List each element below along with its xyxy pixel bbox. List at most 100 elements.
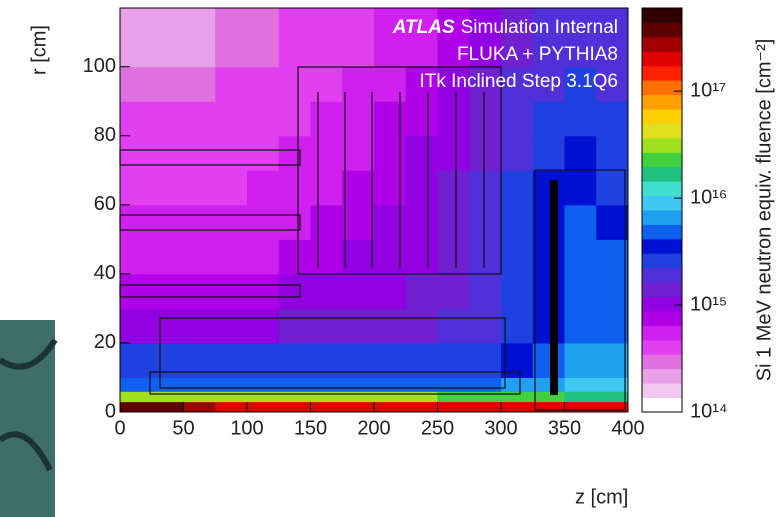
colorbar-swatch: [642, 238, 682, 254]
heatmap-cell: [469, 239, 502, 275]
colorbar-swatch: [642, 224, 682, 240]
heatmap: [120, 8, 629, 413]
heatmap-cell: [596, 273, 629, 309]
heatmap-cell: [469, 170, 502, 206]
heatmap-cell: [437, 273, 470, 309]
heatmap-cell: [437, 239, 470, 275]
colorbar-swatch: [642, 368, 682, 384]
heatmap-cell: [564, 377, 597, 392]
heatmap-cell: [564, 342, 597, 378]
heatmap-cell: [310, 273, 343, 309]
heatmap-cell: [278, 101, 311, 137]
colorbar-swatch: [642, 253, 682, 269]
heatmap-cell: [405, 101, 438, 137]
heatmap-cell: [215, 391, 248, 403]
heatmap-cell: [310, 204, 343, 240]
heatmap-cell: [405, 377, 438, 392]
heatmap-cell: [469, 66, 502, 102]
heatmap-cell: [215, 401, 248, 413]
heatmap-cell: [374, 170, 407, 206]
heatmap-cell: [564, 135, 597, 171]
heatmap-cell: [437, 308, 470, 344]
heatmap-cell: [596, 204, 629, 240]
annotation: Simulation Internal: [461, 17, 618, 38]
heatmap-cell: [596, 66, 629, 102]
heatmap-cell: [247, 66, 280, 102]
heatmap-cell: [437, 135, 470, 171]
heatmap-cell: [405, 170, 438, 206]
heatmap-cell: [183, 273, 216, 309]
detector-outline: [119, 66, 626, 411]
y-tick-label: 0: [105, 400, 116, 422]
heatmap-cell: [151, 8, 184, 68]
heatmap-cell: [120, 170, 153, 206]
colorbar-swatch: [642, 65, 682, 81]
heatmap-cell: [183, 66, 216, 102]
colorbar-swatch: [642, 383, 682, 399]
heatmap-cell: [564, 101, 597, 137]
heatmap-cell: [437, 401, 470, 413]
colorbar-swatch: [642, 51, 682, 67]
heatmap-cell: [120, 377, 153, 392]
heatmap-cell: [151, 401, 184, 413]
heatmap-cell: [151, 273, 184, 309]
colorbar-swatch: [642, 296, 682, 312]
heatmap-cell: [564, 401, 597, 413]
x-tick-label: 300: [484, 417, 517, 439]
y-tick-label: 20: [94, 331, 116, 353]
heatmap-cell: [278, 204, 311, 240]
colorbar-swatch: [642, 397, 682, 413]
heatmap-cell: [342, 273, 375, 309]
heatmap-cell: [501, 239, 534, 275]
heatmap-cell: [215, 308, 248, 344]
heatmap-cell: [374, 101, 407, 137]
heatmap-cell: [278, 273, 311, 309]
heatmap-cell: [247, 239, 280, 275]
heatmap-cell: [374, 308, 407, 344]
heatmap-cell: [501, 401, 534, 413]
heatmap-cell: [247, 308, 280, 344]
heatmap-cell: [120, 8, 153, 68]
heatmap-cell: [596, 342, 629, 378]
heatmap-cell: [247, 204, 280, 240]
heatmap-cell: [532, 342, 565, 378]
colorbar-swatch: [642, 311, 682, 326]
heatmap-cell: [278, 170, 311, 206]
heatmap-cell: [501, 8, 534, 68]
heatmap-cell: [532, 170, 565, 206]
heatmap-cell: [278, 66, 311, 102]
heatmap-cell: [469, 377, 502, 392]
heatmap-cell: [215, 204, 248, 240]
heatmap-cell: [437, 204, 470, 240]
heatmap-cell: [596, 308, 629, 344]
colorbar-label: Si 1 MeV neutron equiv. fluence [cm⁻²]: [753, 39, 775, 382]
heatmap-cell: [501, 170, 534, 206]
heatmap-cell: [278, 8, 311, 68]
heatmap-cell: [405, 66, 438, 102]
colorbar-tick-label: 10¹⁴: [690, 400, 728, 422]
heatmap-cell: [120, 273, 153, 309]
heatmap-cell: [151, 204, 184, 240]
heatmap-cell: [215, 273, 248, 309]
heatmap-cell: [405, 135, 438, 171]
heatmap-cell: [120, 101, 153, 137]
heatmap-cell: [342, 204, 375, 240]
heatmap-cell: [374, 66, 407, 102]
heatmap-cell: [469, 342, 502, 378]
heatmap-cell: [342, 239, 375, 275]
colorbar-tick-label: 10¹⁶: [690, 186, 727, 208]
heatmap-cell: [469, 101, 502, 137]
colorbar-swatch: [642, 36, 682, 52]
heatmap-cell: [437, 342, 470, 378]
heatmap-cell: [215, 66, 248, 102]
heatmap-cell: [278, 377, 311, 392]
heatmap-cell: [183, 308, 216, 344]
heatmap-cell: [532, 66, 565, 102]
heatmap-cell: [596, 101, 629, 137]
colorbar-swatch: [642, 339, 682, 355]
heatmap-cell: [278, 308, 311, 344]
y-tick-label: 100: [83, 55, 116, 77]
heatmap-cell: [374, 239, 407, 275]
